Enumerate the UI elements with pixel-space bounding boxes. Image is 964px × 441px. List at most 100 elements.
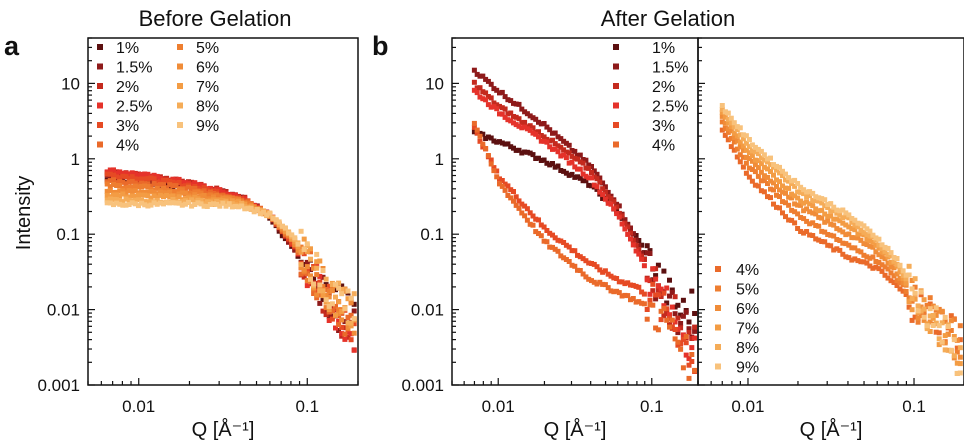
point: [527, 150, 533, 156]
point: [477, 94, 483, 100]
point: [936, 308, 942, 314]
point: [752, 144, 758, 150]
point: [870, 265, 876, 271]
point: [749, 142, 755, 148]
point: [771, 162, 776, 168]
point: [485, 78, 491, 84]
point: [192, 186, 198, 191]
point: [527, 221, 533, 227]
point: [195, 182, 201, 188]
y-axis-label: Intensity: [13, 176, 35, 250]
point: [834, 237, 840, 242]
point: [879, 246, 885, 252]
point: [734, 124, 740, 130]
point: [810, 203, 816, 209]
point: [783, 200, 788, 206]
point: [912, 284, 918, 290]
point: [129, 170, 135, 176]
point: [725, 129, 731, 135]
point: [348, 299, 354, 305]
legend-marker: [177, 122, 183, 128]
point: [675, 302, 681, 308]
point: [600, 269, 606, 275]
point: [777, 170, 782, 176]
point: [930, 323, 936, 328]
legend-label: 4%: [652, 138, 675, 155]
point: [491, 165, 497, 171]
point: [647, 251, 653, 256]
point: [279, 223, 285, 229]
point: [822, 211, 828, 217]
legend-label: 6%: [736, 301, 759, 318]
point: [480, 89, 486, 95]
point: [825, 213, 831, 219]
point: [499, 89, 505, 95]
point: [834, 216, 840, 222]
point: [594, 171, 600, 177]
point: [852, 227, 858, 233]
point: [768, 169, 773, 174]
point: [801, 187, 807, 193]
point: [822, 197, 828, 203]
point: [336, 285, 342, 291]
point: [786, 194, 792, 200]
point: [323, 309, 329, 315]
point: [858, 249, 864, 255]
point: [561, 138, 567, 144]
point: [229, 198, 235, 204]
point: [348, 312, 354, 318]
point: [882, 272, 888, 278]
point: [798, 189, 804, 195]
point: [951, 316, 957, 322]
point: [111, 202, 116, 208]
point: [903, 276, 909, 282]
point: [192, 202, 198, 207]
point: [505, 193, 511, 198]
point: [882, 248, 888, 254]
point: [201, 192, 207, 198]
point: [154, 198, 160, 203]
point: [591, 182, 597, 188]
point: [126, 184, 132, 190]
point: [780, 168, 785, 174]
point: [780, 189, 785, 195]
point: [728, 124, 734, 130]
point: [351, 291, 357, 297]
point: [849, 235, 855, 241]
point: [317, 288, 323, 294]
point: [891, 265, 897, 271]
point: [170, 197, 176, 202]
point: [329, 316, 335, 322]
series-7%: [719, 109, 963, 367]
point: [480, 141, 486, 147]
point: [589, 278, 594, 284]
point: [182, 183, 188, 189]
point: [927, 313, 933, 319]
point: [628, 236, 633, 242]
point: [942, 318, 948, 324]
point: [245, 200, 251, 206]
point: [226, 201, 232, 207]
point: [873, 235, 879, 241]
point: [139, 176, 145, 182]
point: [173, 183, 179, 189]
point: [828, 201, 834, 207]
point: [813, 223, 819, 228]
point: [513, 101, 519, 107]
point: [114, 174, 120, 180]
series-9%: [719, 103, 963, 376]
point: [555, 149, 561, 155]
point: [647, 291, 653, 297]
legend-marker: [97, 83, 103, 89]
point: [768, 178, 773, 184]
point: [653, 296, 659, 302]
point: [822, 229, 828, 235]
point: [765, 166, 770, 172]
point: [586, 182, 592, 188]
point: [304, 249, 310, 255]
point: [939, 308, 945, 314]
point: [783, 177, 788, 183]
point: [107, 167, 113, 173]
point: [474, 71, 480, 77]
point: [251, 209, 257, 215]
